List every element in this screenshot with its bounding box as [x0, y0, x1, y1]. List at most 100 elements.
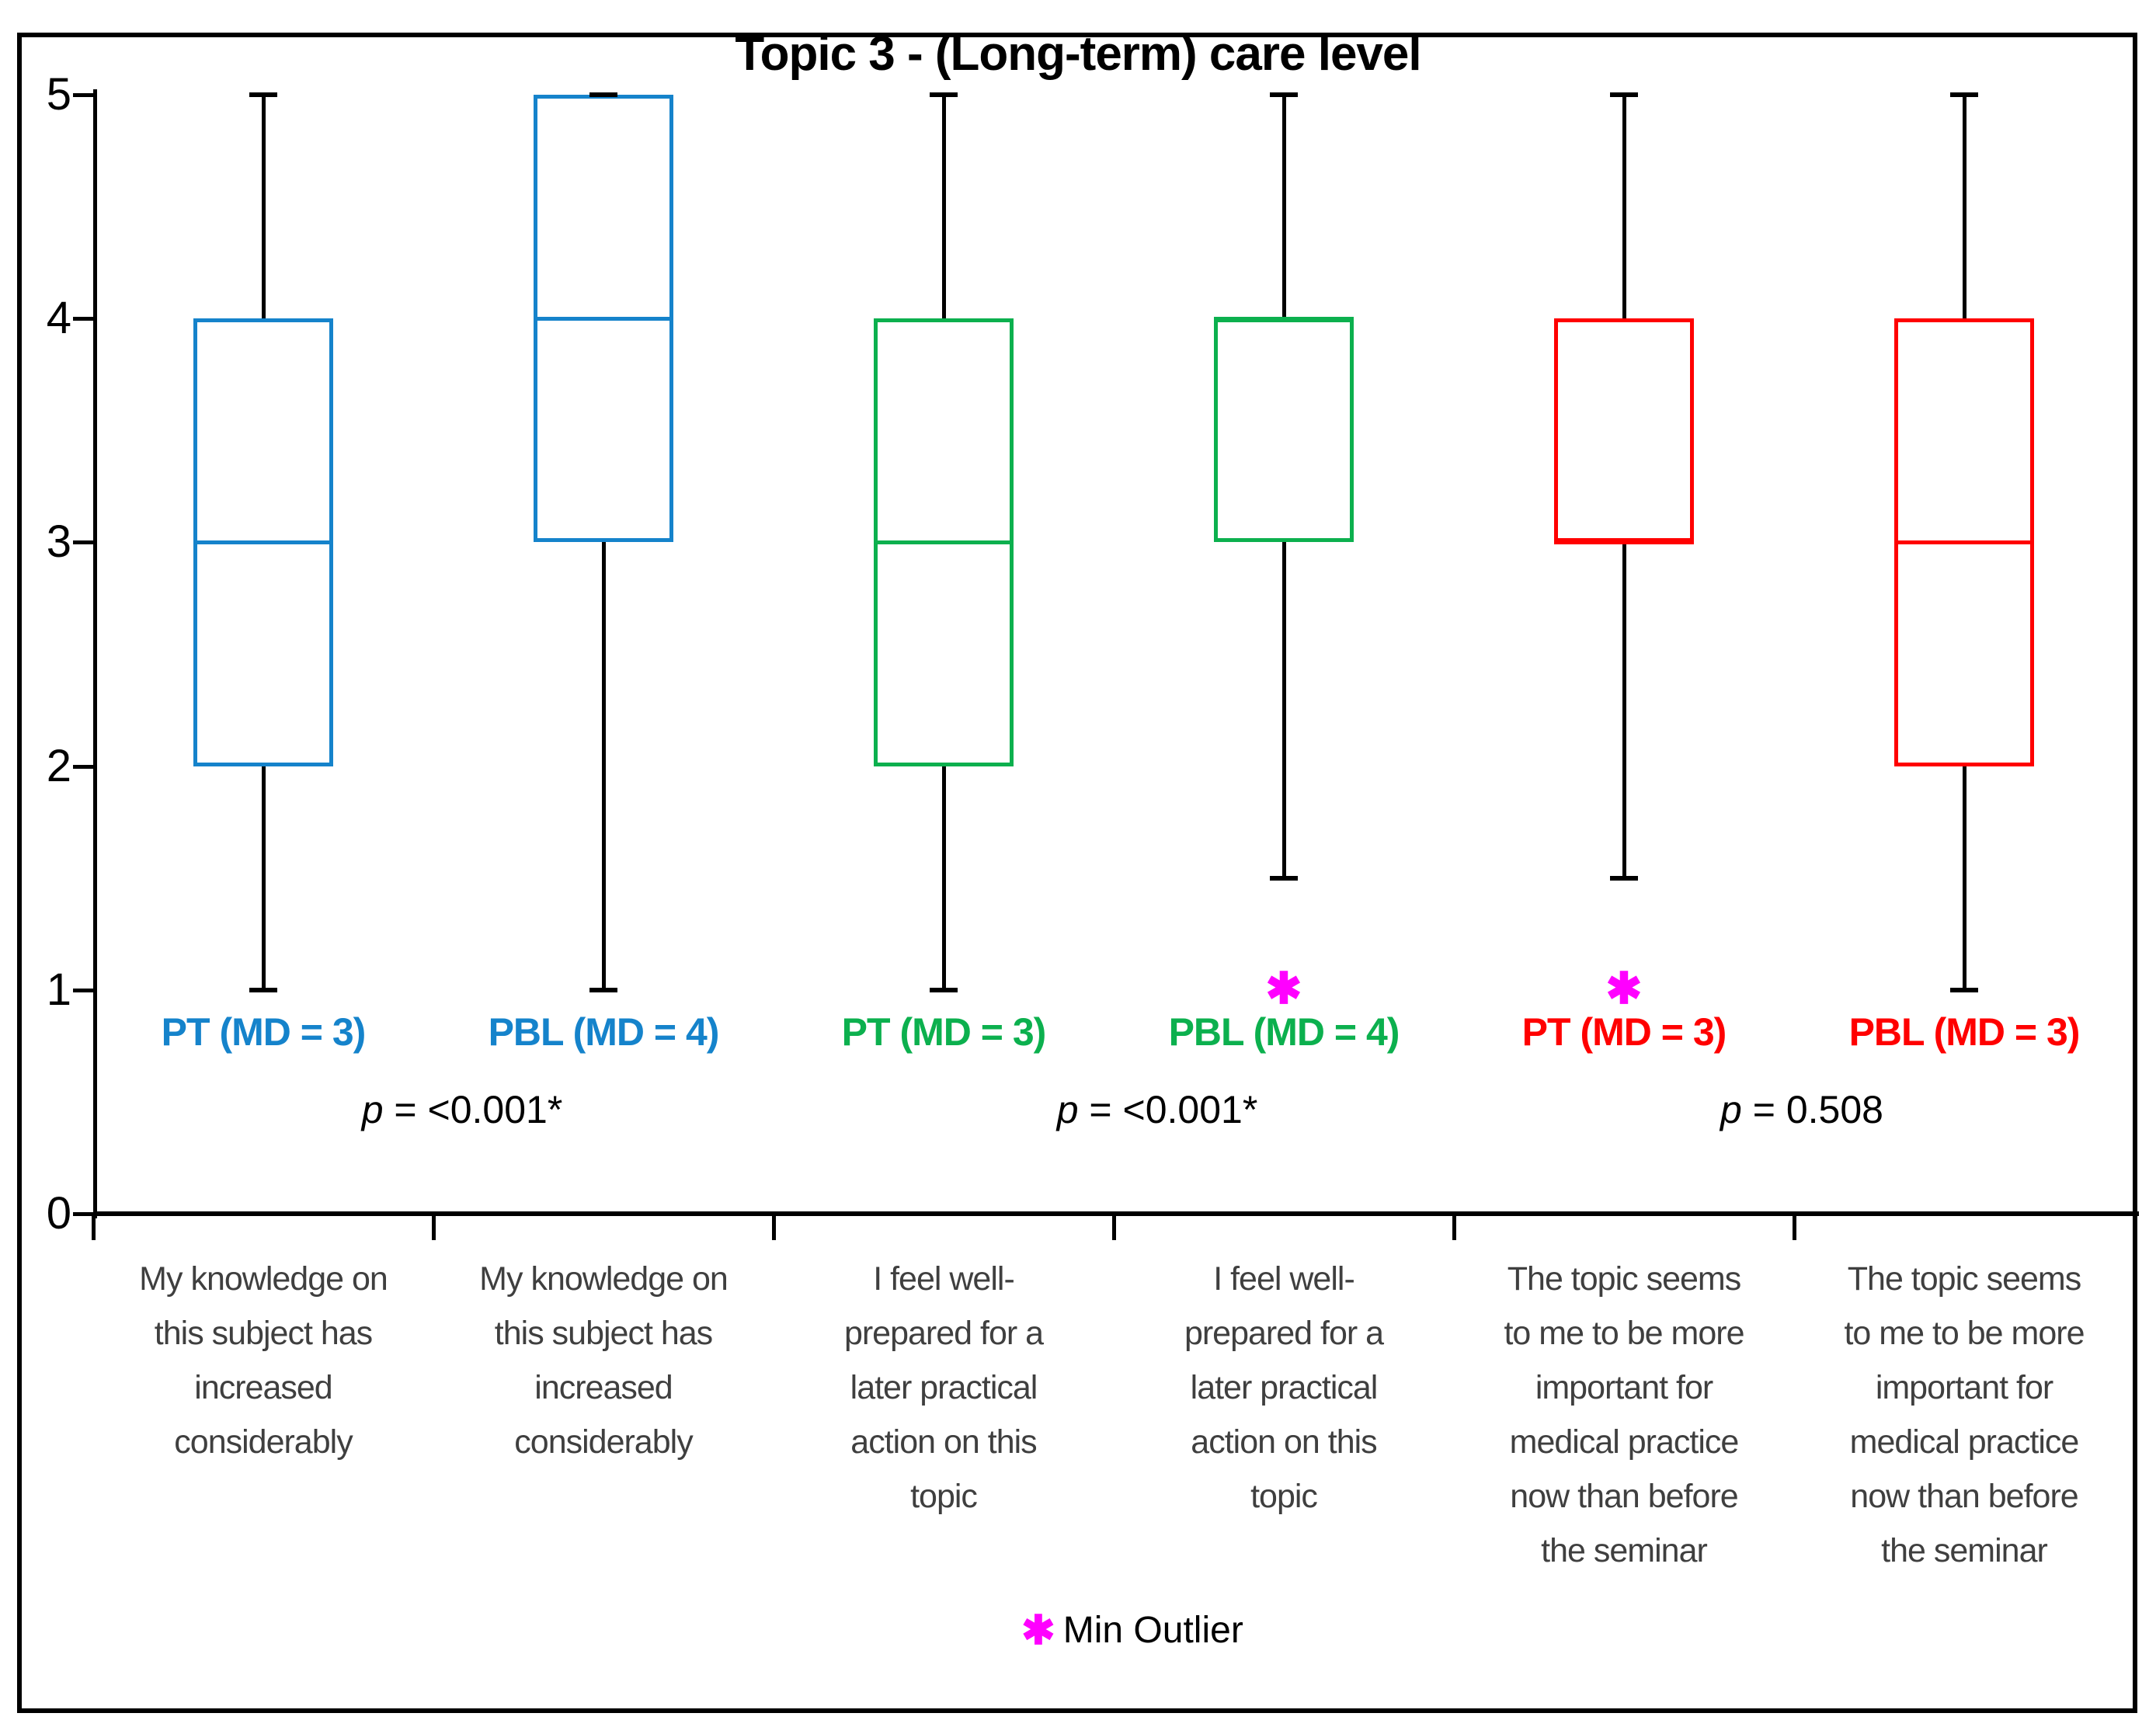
whisker-cap: [930, 92, 958, 97]
whisker-line: [1622, 542, 1626, 878]
series-label: PT (MD = 3): [161, 1010, 367, 1054]
figure-border: [17, 33, 2137, 1713]
series-label: PBL (MD = 3): [1848, 1010, 2081, 1054]
category-label-line: I feel well-: [1213, 1260, 1355, 1298]
whisker-cap: [1950, 988, 1978, 992]
p-value-text: = <0.001*: [383, 1088, 563, 1131]
whisker-line: [1963, 766, 1966, 990]
category-label-line: The topic seems: [1847, 1260, 2081, 1298]
category-label-line: this subject has: [494, 1315, 713, 1352]
category-label-line: important for: [1875, 1369, 2053, 1406]
whisker-cap: [1610, 876, 1638, 881]
outlier-marker: ✱: [1265, 964, 1302, 1013]
min-outlier-marker-icon: ✱: [1021, 1607, 1055, 1653]
x-axis-tick: [772, 1216, 776, 1240]
y-axis-tick-label: 4: [46, 293, 71, 343]
category-label-line: topic: [1250, 1478, 1318, 1515]
y-axis-tick-label: 1: [46, 964, 71, 1015]
category-label: The topic seems to me to be more important…: [1794, 1252, 2134, 1578]
category-label: I feel well-prepared for a later practica…: [774, 1252, 1114, 1524]
legend: ✱ Min Outlier: [54, 1609, 2156, 1652]
y-axis-tick: [73, 540, 93, 544]
category-label-line: now than before: [1850, 1478, 2078, 1515]
p-variable: p: [1056, 1088, 1079, 1131]
category-label-line: medical practice: [1849, 1423, 2080, 1461]
x-axis-tick: [1793, 1216, 1796, 1240]
whisker-cap: [1950, 92, 1978, 97]
y-axis-tick: [73, 1212, 93, 1216]
whisker-cap: [1610, 92, 1638, 97]
box: [1214, 318, 1354, 542]
category-label-line: action on this: [850, 1423, 1037, 1461]
median-line: [1554, 540, 1694, 544]
median-line: [534, 317, 673, 321]
category-label-line: increased: [534, 1369, 673, 1406]
category-label-line: I feel well-: [873, 1260, 1015, 1298]
whisker-cap: [589, 92, 617, 97]
series-label: PT (MD = 3): [1521, 1010, 1727, 1054]
category-label-line: considerably: [514, 1423, 693, 1461]
category-label-line: important for: [1535, 1369, 1713, 1406]
p-value-label: p = <0.001*: [924, 1087, 1390, 1132]
median-line: [193, 540, 333, 544]
category-label-line: the seminar: [1881, 1532, 2048, 1569]
whisker-line: [602, 542, 606, 990]
category-label-line: prepared for a: [843, 1315, 1044, 1352]
p-value-label: p = <0.001*: [229, 1087, 695, 1132]
x-axis-tick: [1452, 1216, 1456, 1240]
category-label-line: medical practice: [1509, 1423, 1740, 1461]
category-label-line: later practical: [1190, 1369, 1379, 1406]
y-axis-tick: [73, 93, 93, 97]
whisker-cap: [930, 988, 958, 992]
category-label: My knowledge on this subject has increased…: [93, 1252, 433, 1469]
whisker-line: [262, 95, 266, 318]
median-line: [1214, 317, 1354, 321]
whisker-line: [1282, 542, 1286, 878]
series-label: PBL (MD = 4): [1168, 1010, 1400, 1054]
whisker-line: [1963, 95, 1966, 318]
whisker-cap: [249, 92, 277, 97]
y-axis-tick: [73, 317, 93, 321]
category-label-line: My knowledge on: [139, 1260, 388, 1298]
whisker-line: [262, 766, 266, 990]
whisker-line: [1622, 95, 1626, 318]
category-label-line: action on this: [1191, 1423, 1377, 1461]
category-label-line: now than before: [1510, 1478, 1738, 1515]
category-label-line: increased: [194, 1369, 332, 1406]
outlier-marker: ✱: [1605, 964, 1643, 1013]
category-label-line: to me to be more: [1504, 1315, 1744, 1352]
whisker-line: [942, 766, 946, 990]
p-variable: p: [361, 1088, 384, 1131]
median-line: [1894, 540, 2034, 544]
p-variable: p: [1720, 1088, 1742, 1131]
category-label-line: The topic seems: [1507, 1260, 1741, 1298]
x-axis-tick: [2133, 1216, 2137, 1240]
series-label: PBL (MD = 4): [488, 1010, 720, 1054]
category-label-line: to me to be more: [1844, 1315, 2085, 1352]
y-axis-tick-label: 5: [46, 69, 71, 120]
whisker-line: [942, 95, 946, 318]
y-axis-tick: [73, 989, 93, 992]
box: [1554, 318, 1694, 542]
y-axis-tick: [73, 765, 93, 769]
p-value-text: = <0.001*: [1078, 1088, 1258, 1131]
category-label-line: prepared for a: [1184, 1315, 1384, 1352]
category-label-line: My knowledge on: [479, 1260, 729, 1298]
category-label-line: later practical: [850, 1369, 1038, 1406]
chart-title: Topic 3 - (Long-term) care level: [735, 27, 1421, 81]
legend-label: Min Outlier: [1062, 1610, 1243, 1651]
p-value-label: p = 0.508: [1569, 1087, 2035, 1132]
whisker-cap: [589, 988, 617, 992]
category-label: The topic seems to me to be more important…: [1454, 1252, 1794, 1578]
x-axis-tick: [432, 1216, 436, 1240]
y-axis-line: [93, 89, 97, 1218]
category-label-line: considerably: [174, 1423, 353, 1461]
whisker-cap: [1270, 876, 1298, 881]
y-axis-tick-label: 2: [46, 741, 71, 791]
series-label: PT (MD = 3): [841, 1010, 1047, 1054]
whisker-line: [1282, 95, 1286, 318]
whisker-cap: [1270, 92, 1298, 97]
x-axis-tick: [92, 1216, 96, 1240]
y-axis-tick-label: 0: [46, 1188, 71, 1239]
